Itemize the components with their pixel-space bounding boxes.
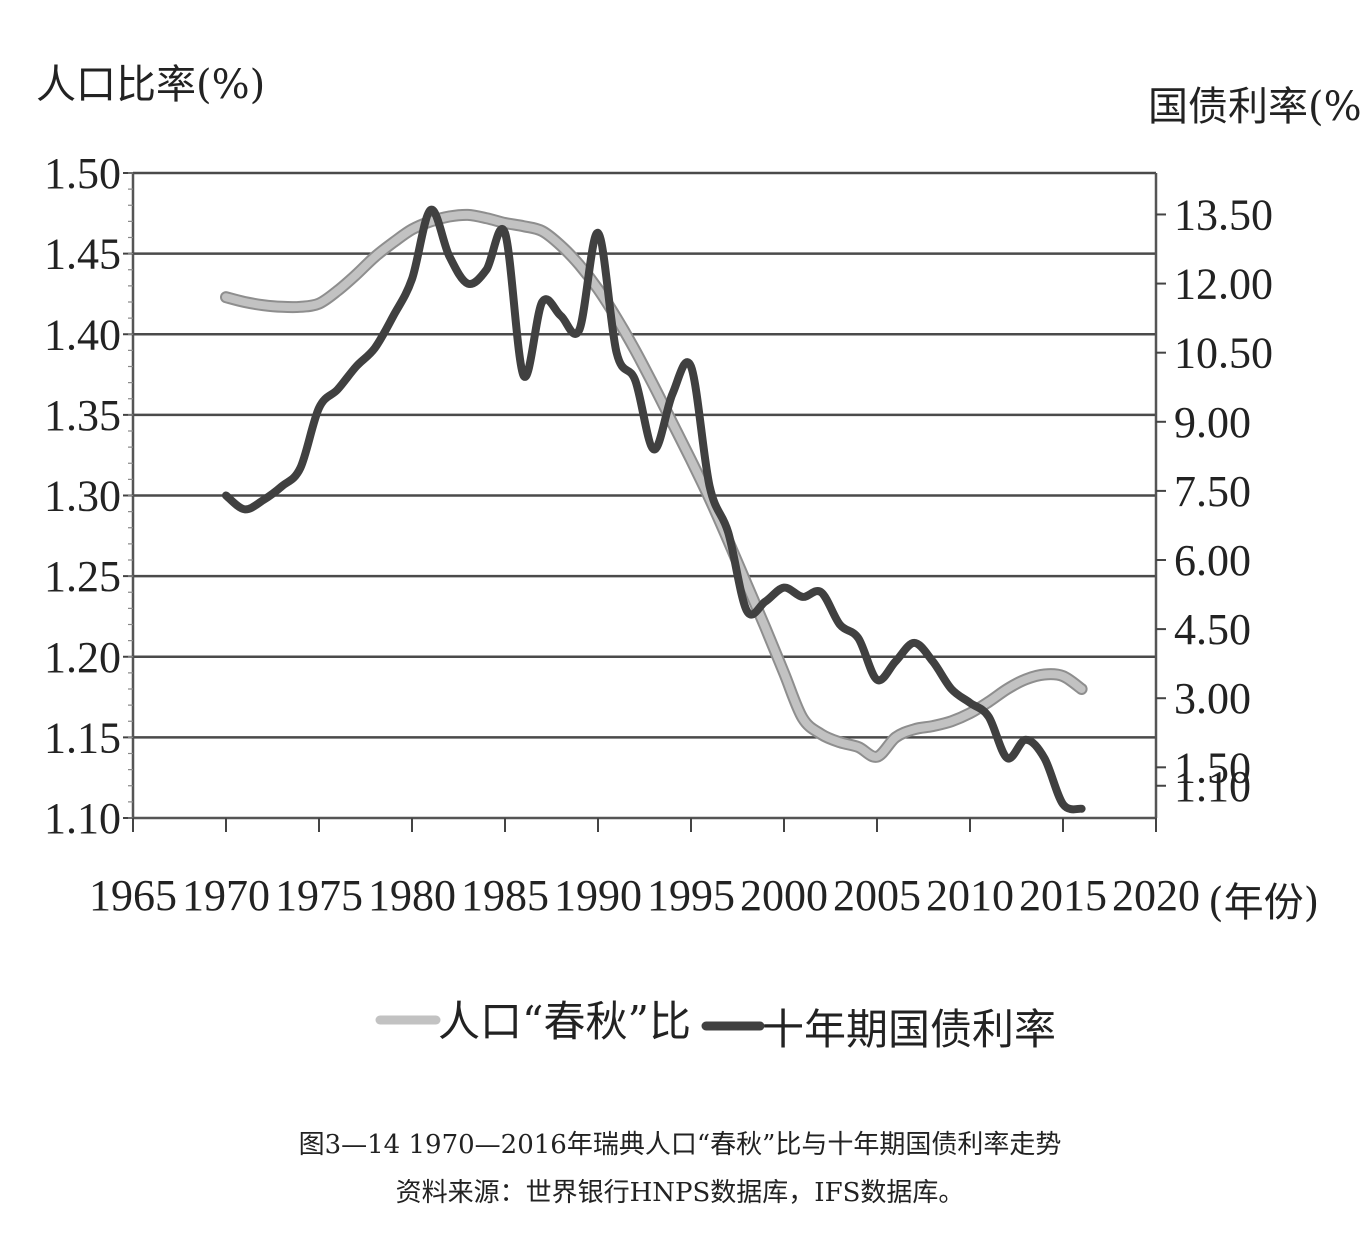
series-line-bond-yield — [222, 205, 1086, 814]
chart: 1.10 1.15 1.20 1.25 1.30 1.35 1.40 1.45 1.50 1.1… — [36, 62, 1360, 1054]
x-tick-label: 1965 — [89, 871, 177, 920]
figure-caption-source: 资料来源：世界银行HNPS数据库，IFS数据库。 — [395, 1178, 965, 1208]
x-tick-label: 2010 — [926, 871, 1014, 920]
y-left-tick-label: 1.40 — [44, 310, 121, 359]
y-axis-right-ticks: 1.101.50 3.00 4.50 6.00 7.50 9.00 10.50 12.00 13… — [1156, 190, 1273, 811]
x-tick-label: 1980 — [368, 871, 456, 920]
figure-caption-title: 图3—14 1970—2016年瑞典人口“春秋”比与十年期国债利率走势 — [298, 1130, 1062, 1160]
legend-label-population-ratio: 人口“春秋”比 — [438, 997, 691, 1046]
y-right-tick-label: 1.10 — [1174, 762, 1251, 811]
y-left-tick-label: 1.30 — [44, 472, 121, 521]
y-left-tick-label: 1.20 — [44, 633, 121, 682]
y-left-tick-label: 1.10 — [44, 794, 121, 843]
y-right-tick-label: 3.00 — [1174, 674, 1251, 723]
gridlines — [133, 171, 1156, 739]
x-axis-title: (年份) — [1208, 880, 1319, 926]
y-right-tick-label: 10.50 — [1174, 329, 1273, 378]
y-left-tick-label: 1.15 — [44, 713, 121, 762]
y-left-tick-label: 1.25 — [44, 552, 121, 601]
y-right-tick-label: 1.50 — [1174, 743, 1251, 792]
y-right-tick-label: 7.50 — [1174, 467, 1251, 516]
y-axis-left-title: 人口比率(%) — [36, 62, 265, 108]
y-right-tick-label: 12.00 — [1174, 260, 1273, 309]
x-tick-label: 1970 — [182, 871, 270, 920]
x-tick-label: 1995 — [647, 871, 735, 920]
x-tick-label: 1975 — [275, 871, 363, 920]
y-right-tick-label: 4.50 — [1174, 605, 1251, 654]
x-tick-label: 2015 — [1019, 871, 1107, 920]
series-line-population-ratio — [222, 210, 1086, 761]
x-tick-label: 1985 — [461, 871, 549, 920]
x-tick-label: 2005 — [833, 871, 921, 920]
x-tick-label: 2020 — [1112, 871, 1200, 920]
x-tick-label: 1990 — [554, 871, 642, 920]
y-left-tick-label: 1.50 — [44, 149, 121, 198]
series-line-population-ratio-outline — [220, 208, 1088, 763]
y-right-tick-label: 9.00 — [1174, 398, 1251, 447]
y-axis-right-title: 国债利率(%) — [1148, 84, 1360, 130]
y-right-tick-label: 13.50 — [1174, 190, 1273, 239]
x-axis-ticks: 1965 1970 1975 1980 1985 1990 1995 2000 2005 2010… — [89, 818, 1200, 920]
series-layer — [220, 205, 1088, 814]
legend-label-bond-yield: 十年期国债利率 — [762, 1005, 1056, 1054]
y-axis-left-ticks: 1.10 1.15 1.20 1.25 1.30 1.35 1.40 1.45 1.50 — [44, 149, 133, 843]
x-tick-label: 2000 — [740, 871, 828, 920]
legend: 人口“春秋”比 十年期国债利率 — [375, 997, 1056, 1054]
y-left-tick-label: 1.45 — [44, 230, 121, 279]
y-right-tick-label: 6.00 — [1174, 536, 1251, 585]
y-left-tick-label: 1.35 — [44, 391, 121, 440]
